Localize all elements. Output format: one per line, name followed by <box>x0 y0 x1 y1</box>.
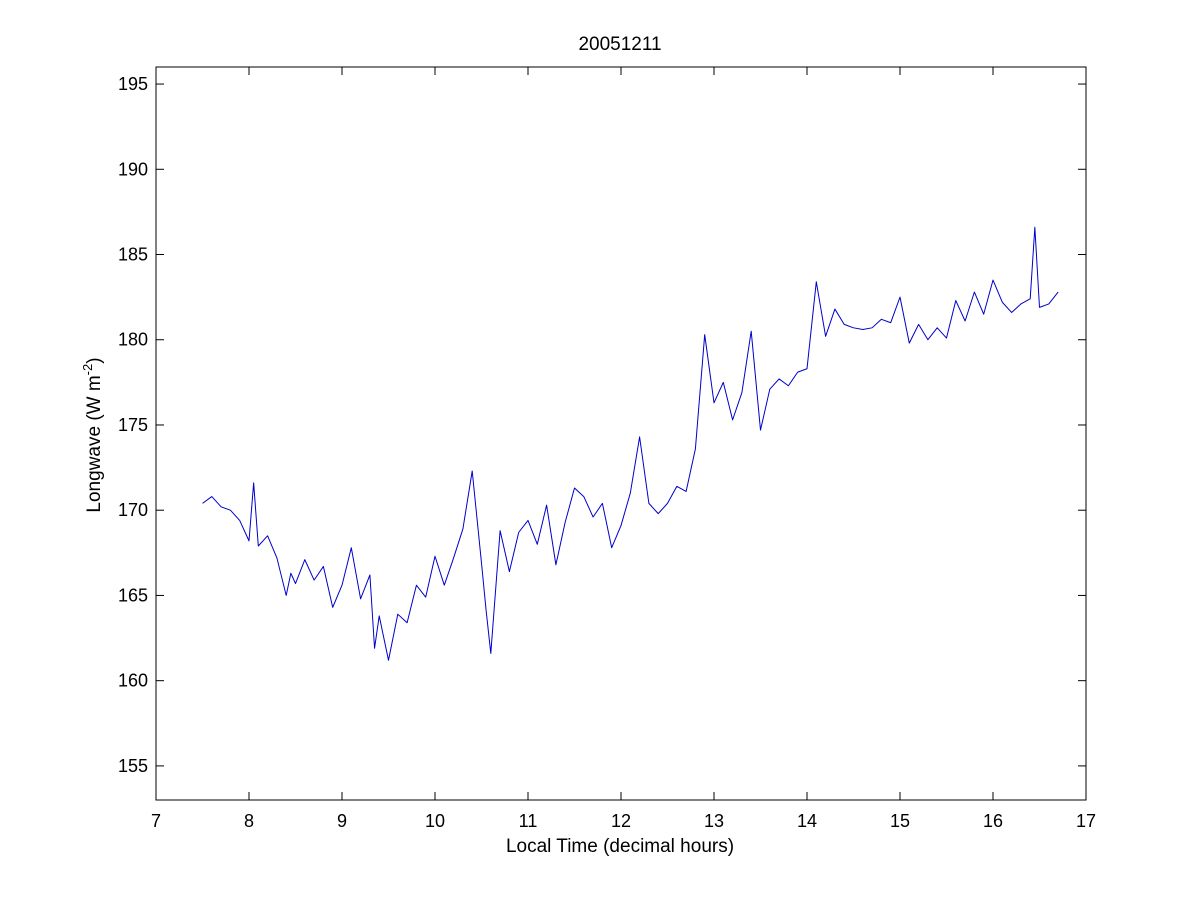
series-line <box>202 226 1059 661</box>
y-axis-title: Longwave (W m-2) <box>80 357 105 512</box>
y-tick-label: 180 <box>118 330 148 350</box>
y-tick-label: 185 <box>118 245 148 265</box>
x-axis-title: Local Time (decimal hours) <box>506 836 734 857</box>
y-tick-label: 165 <box>118 585 148 605</box>
y-axis-title-close: ) <box>84 357 105 363</box>
y-tick-label: 155 <box>118 756 148 776</box>
x-tick-label: 13 <box>704 811 724 831</box>
x-tick-label: 8 <box>244 811 254 831</box>
y-tick-label: 170 <box>118 500 148 520</box>
x-tick-label: 9 <box>337 811 347 831</box>
y-tick-label: 160 <box>118 671 148 691</box>
y-tick-label: 190 <box>118 159 148 179</box>
plot-area: 7 8 9 10 11 12 13 14 15 16 17 155 160 165 170 175 180 185… <box>118 66 1096 831</box>
x-tick-label: 17 <box>1076 811 1096 831</box>
chart-title: 20051211 <box>578 34 661 55</box>
x-tick-label: 11 <box>519 811 538 831</box>
y-axis-title-main: Longwave (W m <box>84 375 105 512</box>
x-tick-label: 7 <box>151 811 161 831</box>
x-tick-label: 15 <box>890 811 910 831</box>
x-tick-label: 10 <box>425 811 445 831</box>
y-tick-label: 195 <box>118 74 148 94</box>
x-tick-label: 12 <box>611 811 631 831</box>
y-tick-label: 175 <box>118 415 148 435</box>
x-tick-label: 16 <box>983 811 1003 831</box>
y-axis-title-superscript: -2 <box>80 364 95 376</box>
x-tick-label: 14 <box>797 811 817 831</box>
